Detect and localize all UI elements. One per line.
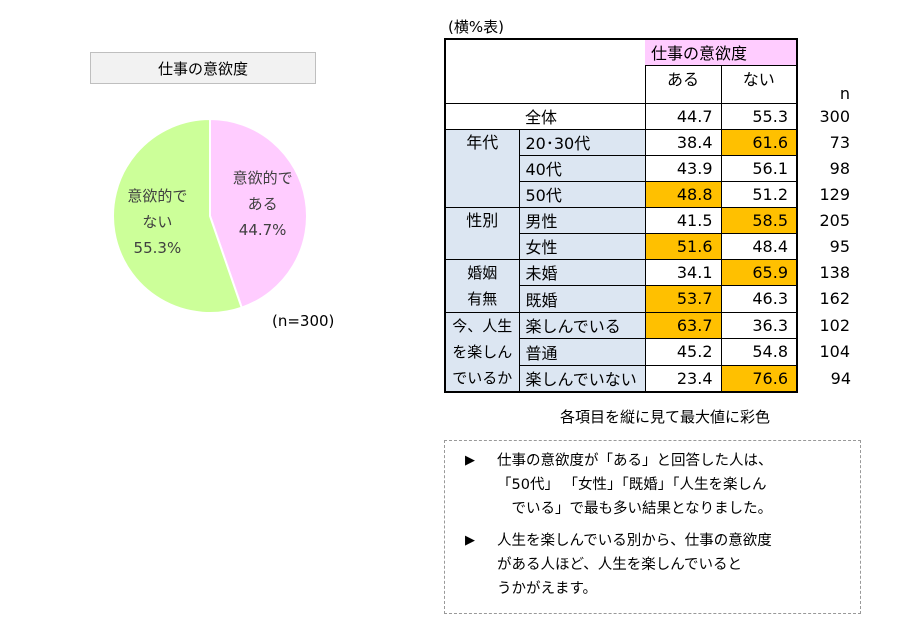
pie-chart-title: 仕事の意欲度 xyxy=(90,52,316,84)
cell-n: 95 xyxy=(829,236,850,256)
table-header-row-2: ある ない n xyxy=(444,65,855,103)
header-group: 仕事の意欲度 xyxy=(645,38,798,66)
note-line: がある人ほど、人生を楽しんでいると xyxy=(497,557,743,573)
cell-n: 205 xyxy=(819,210,850,230)
cell-n: 94 xyxy=(830,368,851,388)
header-col-aru: ある xyxy=(645,65,722,103)
pie-slice-label: ある xyxy=(248,195,278,213)
row-label: 40代 xyxy=(519,154,646,181)
cell-aru: 63.7 xyxy=(645,311,722,339)
cell-nai: 76.6 xyxy=(721,364,798,393)
table-body: 年代 20･30代 38.4 61.6 73 40代 43.9 56.1 98 50代 48.8 51… xyxy=(444,128,855,393)
notes-box: ▶ 仕事の意欲度が「ある」と回答した人は、 「50代」 「女性」「既婚」「人生を… xyxy=(444,440,861,614)
cell-aru: 23.4 xyxy=(645,364,722,393)
table-row: 既婚 53.7 46.3 162 xyxy=(445,285,855,312)
table-row: 40代 43.9 56.1 98 xyxy=(445,154,855,181)
total-blank xyxy=(444,102,519,129)
cell-nai: 36.3 xyxy=(721,311,798,339)
cell-nai: 58.5 xyxy=(721,206,798,233)
cell-n: 104 xyxy=(819,342,850,362)
row-label: 楽しんでいる xyxy=(519,311,646,339)
table-row: 50代 48.8 51.2 129 xyxy=(445,180,855,207)
cell-aru: 53.7 xyxy=(645,285,722,312)
row-label: 全体 xyxy=(519,102,646,129)
table-caption: (横%表) xyxy=(448,18,504,36)
note-line: 仕事の意欲度が「ある」と回答した人は、 xyxy=(497,453,773,469)
category-label: 性別 xyxy=(444,206,520,259)
cell-aru: 48.8 xyxy=(645,180,722,207)
crosstab-table: 仕事の意欲度 ある ない n 全体 44.7 55.3 300 年代 20･30代… xyxy=(444,38,856,393)
cell-aru: 45.2 xyxy=(645,338,722,365)
cell-nai: 65.9 xyxy=(721,258,798,286)
table-row: 性別 男性 41.5 58.5 205 xyxy=(444,206,855,259)
row-label: 女性 xyxy=(519,232,646,259)
cell-nai: 61.6 xyxy=(721,128,798,155)
pie-slice-label: 意欲的で xyxy=(233,169,293,187)
cell-nai: 55.3 xyxy=(721,102,798,129)
header-n-spacer xyxy=(797,39,855,65)
row-label: 50代 xyxy=(519,180,646,207)
row-label: 既婚 xyxy=(519,285,646,312)
pie-slice xyxy=(209,117,308,309)
triangle-bullet-icon: ▶ xyxy=(465,533,475,548)
cell-nai: 46.3 xyxy=(721,285,798,312)
note-text: 仕事の意欲度が「ある」と回答した人は、 「50代」 「女性」「既婚」「人生を楽し… xyxy=(497,449,773,521)
row-label: 男性 xyxy=(519,206,646,233)
cell-aru: 38.4 xyxy=(645,128,722,155)
cell-aru: 43.9 xyxy=(645,154,722,181)
cell-aru: 51.6 xyxy=(645,232,722,259)
row-label: 20･30代 xyxy=(519,128,646,155)
table-header-row-1: 仕事の意欲度 xyxy=(444,38,855,66)
table-row: 今、人生 を楽しん でいるか 楽しんでいる 63.7 36.3 102 xyxy=(444,311,855,393)
row-label: 未婚 xyxy=(519,258,646,286)
category-label: 年代 xyxy=(444,128,520,207)
cell-nai: 51.2 xyxy=(721,180,798,207)
header-blank xyxy=(444,38,645,65)
cell-n: 73 xyxy=(829,132,850,152)
cell-aru: 44.7 xyxy=(645,102,722,129)
triangle-bullet-icon: ▶ xyxy=(465,453,475,468)
category-label: 婚姻 有無 xyxy=(444,258,520,312)
cell-aru: 34.1 xyxy=(645,258,722,286)
table-row-total: 全体 44.7 55.3 300 xyxy=(444,102,855,129)
row-label: 楽しんでいない xyxy=(519,364,646,393)
row-label: 普通 xyxy=(519,338,646,365)
cell-n: 138 xyxy=(819,262,850,282)
note-line: でいる」で最も多い結果となりました。 xyxy=(497,501,773,517)
table-note: 各項目を縦に見て最大値に彩色 xyxy=(560,408,771,426)
header-col-nai: ない xyxy=(721,65,798,103)
cell-nai: 54.8 xyxy=(721,338,798,365)
table-row: 女性 51.6 48.4 95 xyxy=(445,232,855,259)
cell-n: 102 xyxy=(819,315,850,335)
pie-sample-size: (n=300) xyxy=(272,312,335,330)
header-blank-2 xyxy=(444,65,646,103)
note-item: ▶ 人生を楽しんでいる別から、仕事の意欲度 がある人ほど、人生を楽しんでいると … xyxy=(465,529,850,601)
pie-slice-label: ない xyxy=(142,213,172,231)
table-row: 楽しんでいない 23.4 76.6 94 xyxy=(445,364,855,393)
cell-n: 129 xyxy=(819,184,850,204)
note-line: 人生を楽しんでいる別から、仕事の意欲度 xyxy=(497,533,772,549)
category-label: 今、人生 を楽しん でいるか xyxy=(444,311,520,393)
pie-slice-value: 55.3% xyxy=(134,239,182,257)
cell-n: 98 xyxy=(829,158,850,178)
header-col-n: n xyxy=(839,84,850,103)
table-row: 婚姻 有無 未婚 34.1 65.9 138 xyxy=(444,258,855,312)
pie-slice-label: 意欲的で xyxy=(127,187,187,205)
cell-aru: 41.5 xyxy=(645,206,722,233)
note-text: 人生を楽しんでいる別から、仕事の意欲度 がある人ほど、人生を楽しんでいると うか… xyxy=(497,529,772,601)
table-row: 普通 45.2 54.8 104 xyxy=(445,338,855,365)
note-line: 「50代」 「女性」「既婚」「人生を楽しん xyxy=(497,477,767,493)
cell-nai: 56.1 xyxy=(721,154,798,181)
cell-n: 162 xyxy=(819,289,850,309)
note-line: うかがえます。 xyxy=(497,581,598,597)
table-row: 年代 20･30代 38.4 61.6 73 xyxy=(444,128,855,207)
pie-slice-value: 44.7% xyxy=(239,221,287,239)
cell-n: 300 xyxy=(819,106,850,126)
pie-slice xyxy=(112,117,243,314)
note-item: ▶ 仕事の意欲度が「ある」と回答した人は、 「50代」 「女性」「既婚」「人生を… xyxy=(465,449,850,521)
cell-nai: 48.4 xyxy=(721,232,798,259)
